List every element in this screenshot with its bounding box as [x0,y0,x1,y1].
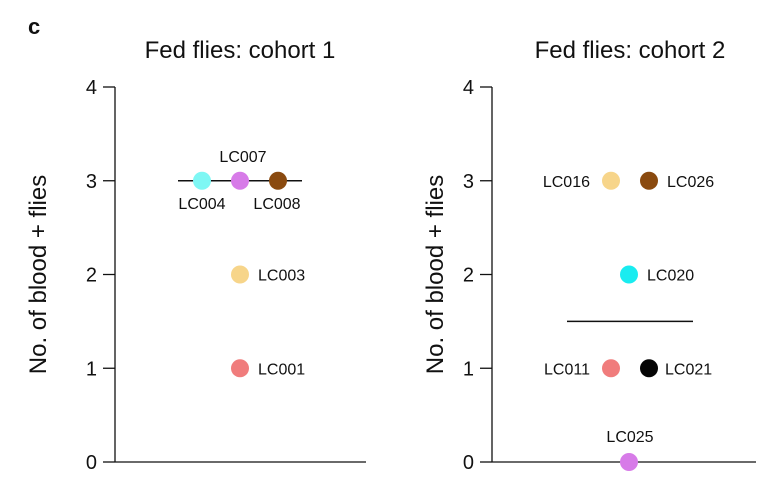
data-label-lc001: LC001 [258,361,305,378]
y-axis-label: No. of blood + flies [422,175,449,374]
data-label-lc007: LC007 [219,149,266,166]
y-tick-label: 3 [463,171,474,193]
data-point-lc016 [602,171,620,190]
data-label-lc025: LC025 [606,429,653,446]
y-tick-label: 1 [86,358,97,380]
data-label-lc026: LC026 [667,174,714,191]
y-tick-label: 3 [86,171,97,193]
data-point-lc001 [231,359,249,378]
data-point-lc021 [640,359,658,378]
data-point-lc004 [193,171,211,190]
y-tick-label: 4 [86,77,97,99]
data-label-lc020: LC020 [647,268,694,285]
data-point-lc011 [602,359,620,378]
chart-title: Fed flies: cohort 1 [145,37,336,64]
y-tick-label: 2 [463,265,474,287]
data-point-lc026 [640,171,658,190]
chart-panel-2: Fed flies: cohort 2 No. of blood + flies 0… [422,37,756,474]
y-tick-label: 0 [463,452,474,474]
data-label-lc008: LC008 [253,196,300,213]
data-label-lc011: LC011 [544,361,590,378]
data-point-lc025 [620,453,638,471]
data-label-lc004: LC004 [178,196,225,213]
data-point-lc008 [269,171,287,190]
y-tick-label: 2 [86,265,97,287]
data-point-lc007 [231,171,249,190]
panel-letter: c [28,14,41,39]
data-label-lc021: LC021 [665,361,712,378]
chart-title: Fed flies: cohort 2 [535,37,726,64]
data-label-lc016: LC016 [543,174,590,191]
y-axis-label: No. of blood + flies [25,175,52,374]
y-tick-label: 4 [463,77,474,99]
data-point-lc020 [620,265,638,284]
y-tick-label: 1 [463,358,474,380]
chart-panel-1: Fed flies: cohort 1 No. of blood + flies 0… [25,37,366,474]
y-tick-label: 0 [86,452,97,474]
data-point-lc003 [231,265,249,284]
data-label-lc003: LC003 [258,268,305,285]
